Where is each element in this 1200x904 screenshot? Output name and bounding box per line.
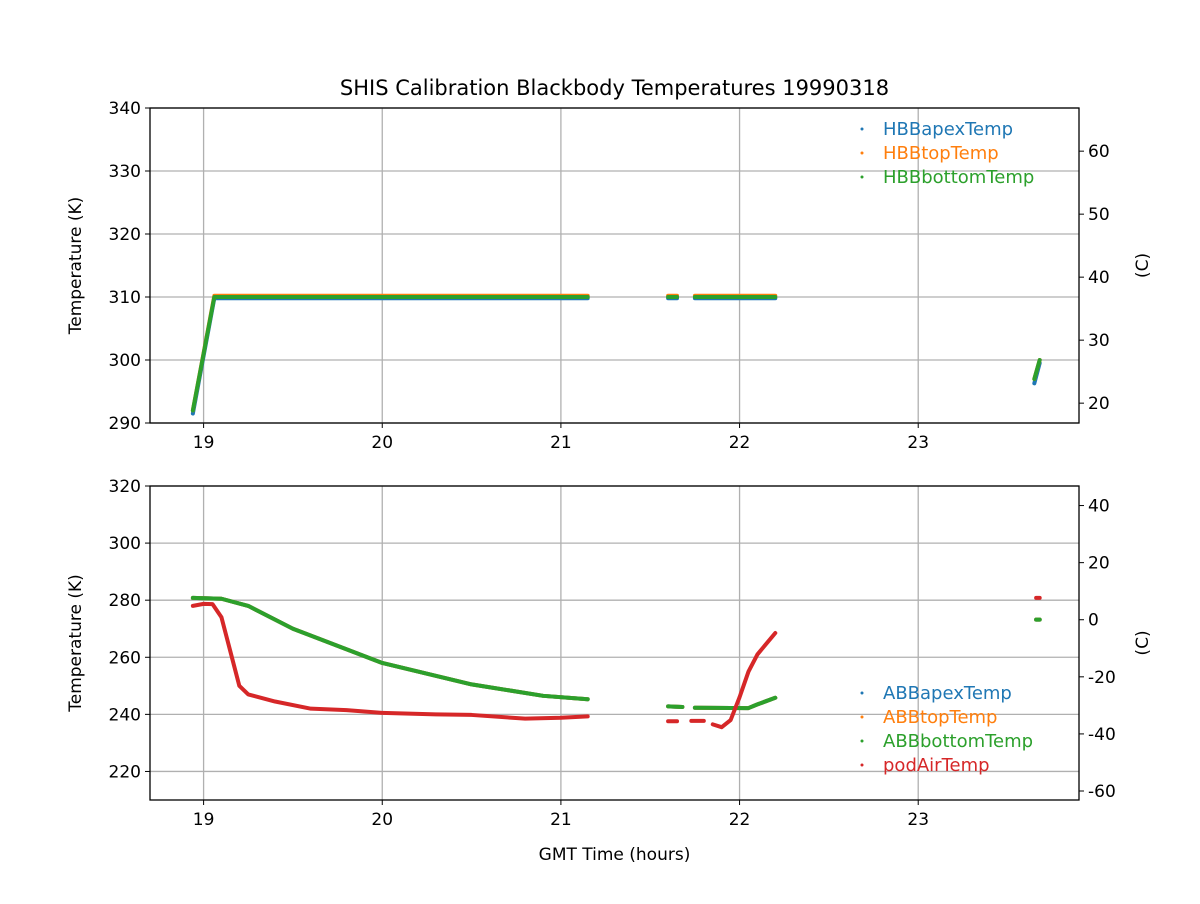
legend-entry: HBBapexTemp: [883, 119, 1013, 140]
series-HBBtopTemp: [190, 293, 590, 413]
y-tick-label: 300: [109, 351, 141, 371]
series-ABBbottomTemp: [692, 695, 778, 711]
x-tick-label: 19: [193, 810, 215, 830]
y-right-axis-label: (C): [1133, 253, 1153, 278]
axes-frame: [149, 107, 1080, 424]
legend-entry: HBBbottomTemp: [883, 167, 1034, 188]
axes-1: 19 20 21 22 23 290 300 310 320 330 340 20 30 40 50 60 Te…: [66, 76, 1153, 453]
y-right-tick-label: 20: [1088, 394, 1110, 414]
y-right-tick-label: -60: [1088, 782, 1116, 802]
series-podAirTemp: [710, 631, 778, 730]
x-tick-label: 19: [193, 433, 215, 453]
y-tick-label: 340: [109, 99, 141, 119]
y-tick-label: 300: [109, 534, 141, 554]
series-HBBbottomTemp: [190, 295, 590, 413]
y-right-tick-label: 50: [1088, 205, 1110, 225]
y-tick-label: 320: [109, 477, 141, 497]
legend-entry: podAirTemp: [883, 755, 990, 776]
legend-entry: HBBtopTemp: [883, 143, 999, 164]
x-tick-label: 22: [729, 433, 751, 453]
y-right-tick-label: 60: [1088, 142, 1110, 162]
y-axis-label: Temperature (K): [66, 197, 86, 336]
x-tick-label: 22: [729, 810, 751, 830]
legend-entry: ABBtopTemp: [883, 707, 997, 728]
x-tick-label: 20: [371, 433, 393, 453]
series-ABBapexTemp: [190, 595, 590, 702]
legend-entry: ABBbottomTemp: [883, 731, 1033, 752]
y-tick-label: 290: [109, 414, 141, 434]
axes-2: 19 20 21 22 23 220 240 260 280 300 320 -60 -40 -20 0 20…: [66, 477, 1153, 865]
y-right-tick-label: 30: [1088, 331, 1110, 351]
x-tick-label: 23: [907, 810, 929, 830]
x-tick-label: 20: [371, 810, 393, 830]
y-right-tick-label: -20: [1088, 668, 1116, 688]
series-HBBapexTemp: [190, 296, 590, 416]
y-tick-label: 220: [109, 762, 141, 782]
legend-marker: [860, 691, 864, 695]
y-tick-label: 280: [109, 591, 141, 611]
axes-frame: [149, 485, 1080, 801]
y-axis-label: Temperature (K): [66, 574, 86, 713]
x-tick-label: 23: [907, 433, 929, 453]
legend-marker: [860, 175, 864, 179]
legend-entry: ABBapexTemp: [883, 683, 1012, 704]
series-HBBbottomTemp: [1032, 358, 1042, 381]
series-ABBbottomTemp: [190, 595, 590, 702]
y-tick-label: 330: [109, 162, 141, 182]
legend-marker: [860, 739, 864, 743]
y-right-tick-label: 40: [1088, 497, 1110, 517]
legend-marker: [860, 763, 864, 767]
x-axis-label: GMT Time (hours): [539, 845, 691, 865]
y-right-tick-label: 20: [1088, 554, 1110, 574]
series-ABBbottomTemp: [666, 704, 685, 709]
series-ABBtopTemp: [190, 595, 590, 702]
y-right-tick-label: 40: [1088, 268, 1110, 288]
x-tick-label: 21: [550, 433, 572, 453]
series-podAirTemp: [190, 601, 590, 721]
x-tick-label: 21: [550, 810, 572, 830]
y-right-axis-label: (C): [1133, 630, 1153, 655]
legend-marker: [860, 715, 864, 719]
legend-marker: [860, 151, 864, 155]
y-tick-label: 260: [109, 648, 141, 668]
y-right-tick-label: 0: [1088, 611, 1099, 631]
y-tick-label: 320: [109, 225, 141, 245]
legend-marker: [860, 127, 864, 131]
y-right-tick-label: -40: [1088, 725, 1116, 745]
y-tick-label: 310: [109, 288, 141, 308]
chart-title: SHIS Calibration Blackbody Temperatures …: [340, 76, 889, 100]
y-tick-label: 240: [109, 705, 141, 725]
